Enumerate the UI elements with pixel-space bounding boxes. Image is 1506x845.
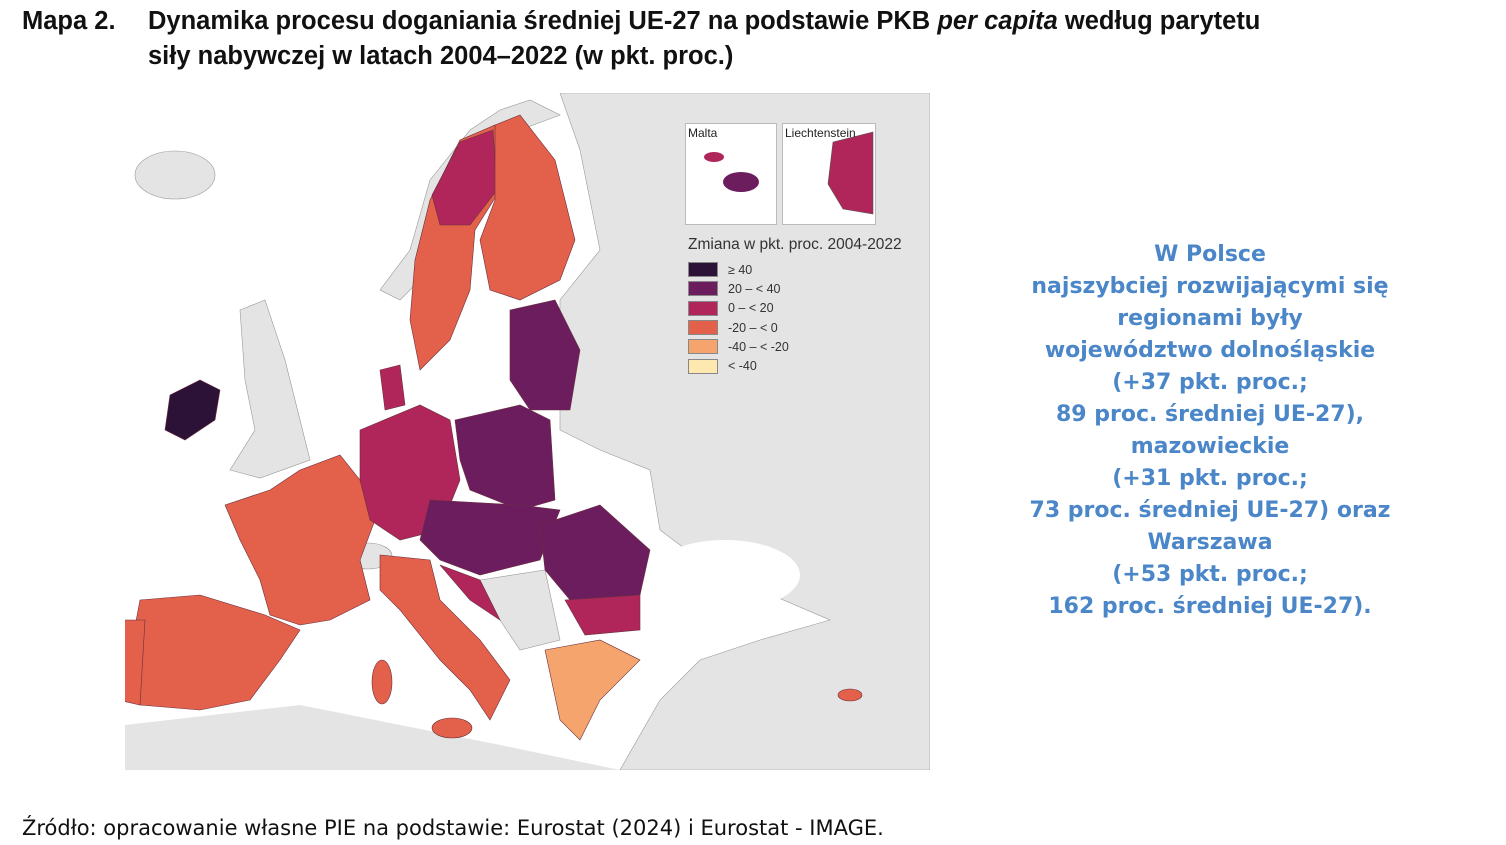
note-line: (+31 pkt. proc.;: [1112, 466, 1308, 491]
legend-label: 20 – < 40: [728, 281, 781, 296]
note-line: (+37 pkt. proc.;: [1112, 370, 1308, 395]
inset-liechtenstein: Liechtenstein: [782, 123, 876, 225]
note-line: W Polsce: [1154, 242, 1266, 267]
legend-item: -40 – < -20: [688, 337, 902, 356]
map-legend: Zmiana w pkt. proc. 2004-2022 ≥ 40 20 – …: [688, 236, 902, 376]
sicily: [431, 717, 473, 739]
map-number: Mapa 2.: [22, 7, 116, 35]
note-line: województwo dolnośląskie: [1044, 338, 1376, 363]
greece: [544, 639, 641, 741]
legend-swatch: [688, 339, 718, 355]
legend-item: -20 – < 0: [688, 318, 902, 337]
title-line-2: siły nabywczej w latach 2004–2022 (w pkt…: [148, 42, 734, 70]
legend-swatch: [688, 281, 718, 297]
iceland: [134, 150, 216, 200]
italy: [379, 554, 511, 721]
liechtenstein-shape: [827, 131, 874, 215]
legend-label: ≥ 40: [728, 262, 753, 277]
legend-swatch: [688, 320, 718, 336]
note-line: 73 proc. średniej UE-27) oraz: [1029, 498, 1391, 523]
note-line: (+53 pkt. proc.;: [1112, 562, 1308, 587]
sardinia: [371, 659, 393, 705]
note-line: mazowieckie: [1130, 434, 1290, 459]
denmark: [379, 364, 406, 411]
legend-label: 0 – < 20: [728, 301, 774, 316]
title-text-end: według parytetu: [1057, 7, 1261, 35]
inset-malta-label: Malta: [688, 126, 718, 140]
finland: [479, 114, 576, 301]
note-line: 89 proc. średniej UE-27),: [1055, 402, 1365, 427]
inset-liechtenstein-label: Liechtenstein: [785, 126, 856, 140]
cyprus: [837, 688, 863, 702]
legend-label: < -40: [728, 359, 757, 374]
legend-title: Zmiana w pkt. proc. 2004-2022: [688, 236, 902, 253]
croatia-slovenia: [439, 564, 501, 621]
source-note: Źródło: opracowanie własne PIE na podsta…: [22, 816, 884, 840]
bulgaria: [564, 594, 641, 636]
legend-swatch: [688, 358, 718, 374]
legend-item: ≥ 40: [688, 260, 902, 279]
title-italic: per capita: [937, 7, 1058, 35]
legend-swatch: [688, 300, 718, 316]
legend-item: 0 – < 20: [688, 299, 902, 318]
inset-malta: Malta: [685, 123, 777, 225]
map-title: Mapa 2. Dynamika procesu doganiania średn…: [22, 4, 1260, 74]
title-text: Dynamika procesu doganiania średniej UE-…: [148, 7, 938, 35]
legend-item: 20 – < 40: [688, 279, 902, 298]
malta-shape: [704, 152, 759, 192]
baltics: [509, 299, 581, 411]
central-europe: [419, 499, 561, 576]
legend-label: -40 – < -20: [728, 339, 789, 354]
poland-note: W Polsce najszybciej rozwijającymi się r…: [1010, 239, 1410, 623]
legend-label: -20 – < 0: [728, 320, 778, 335]
poland: [454, 404, 556, 511]
united-kingdom: [229, 299, 311, 479]
france: [224, 454, 376, 626]
note-line: 162 proc. średniej UE-27).: [1048, 594, 1372, 619]
portugal: [125, 619, 146, 706]
legend-swatch: [688, 262, 718, 278]
note-line: Warszawa: [1147, 530, 1273, 555]
legend-item: < -40: [688, 356, 902, 375]
north-africa: [125, 705, 620, 770]
note-line: najszybciej rozwijającymi się: [1031, 274, 1389, 299]
ireland: [164, 379, 221, 441]
black-sea: [650, 540, 800, 610]
note-line: regionami były: [1117, 306, 1303, 331]
